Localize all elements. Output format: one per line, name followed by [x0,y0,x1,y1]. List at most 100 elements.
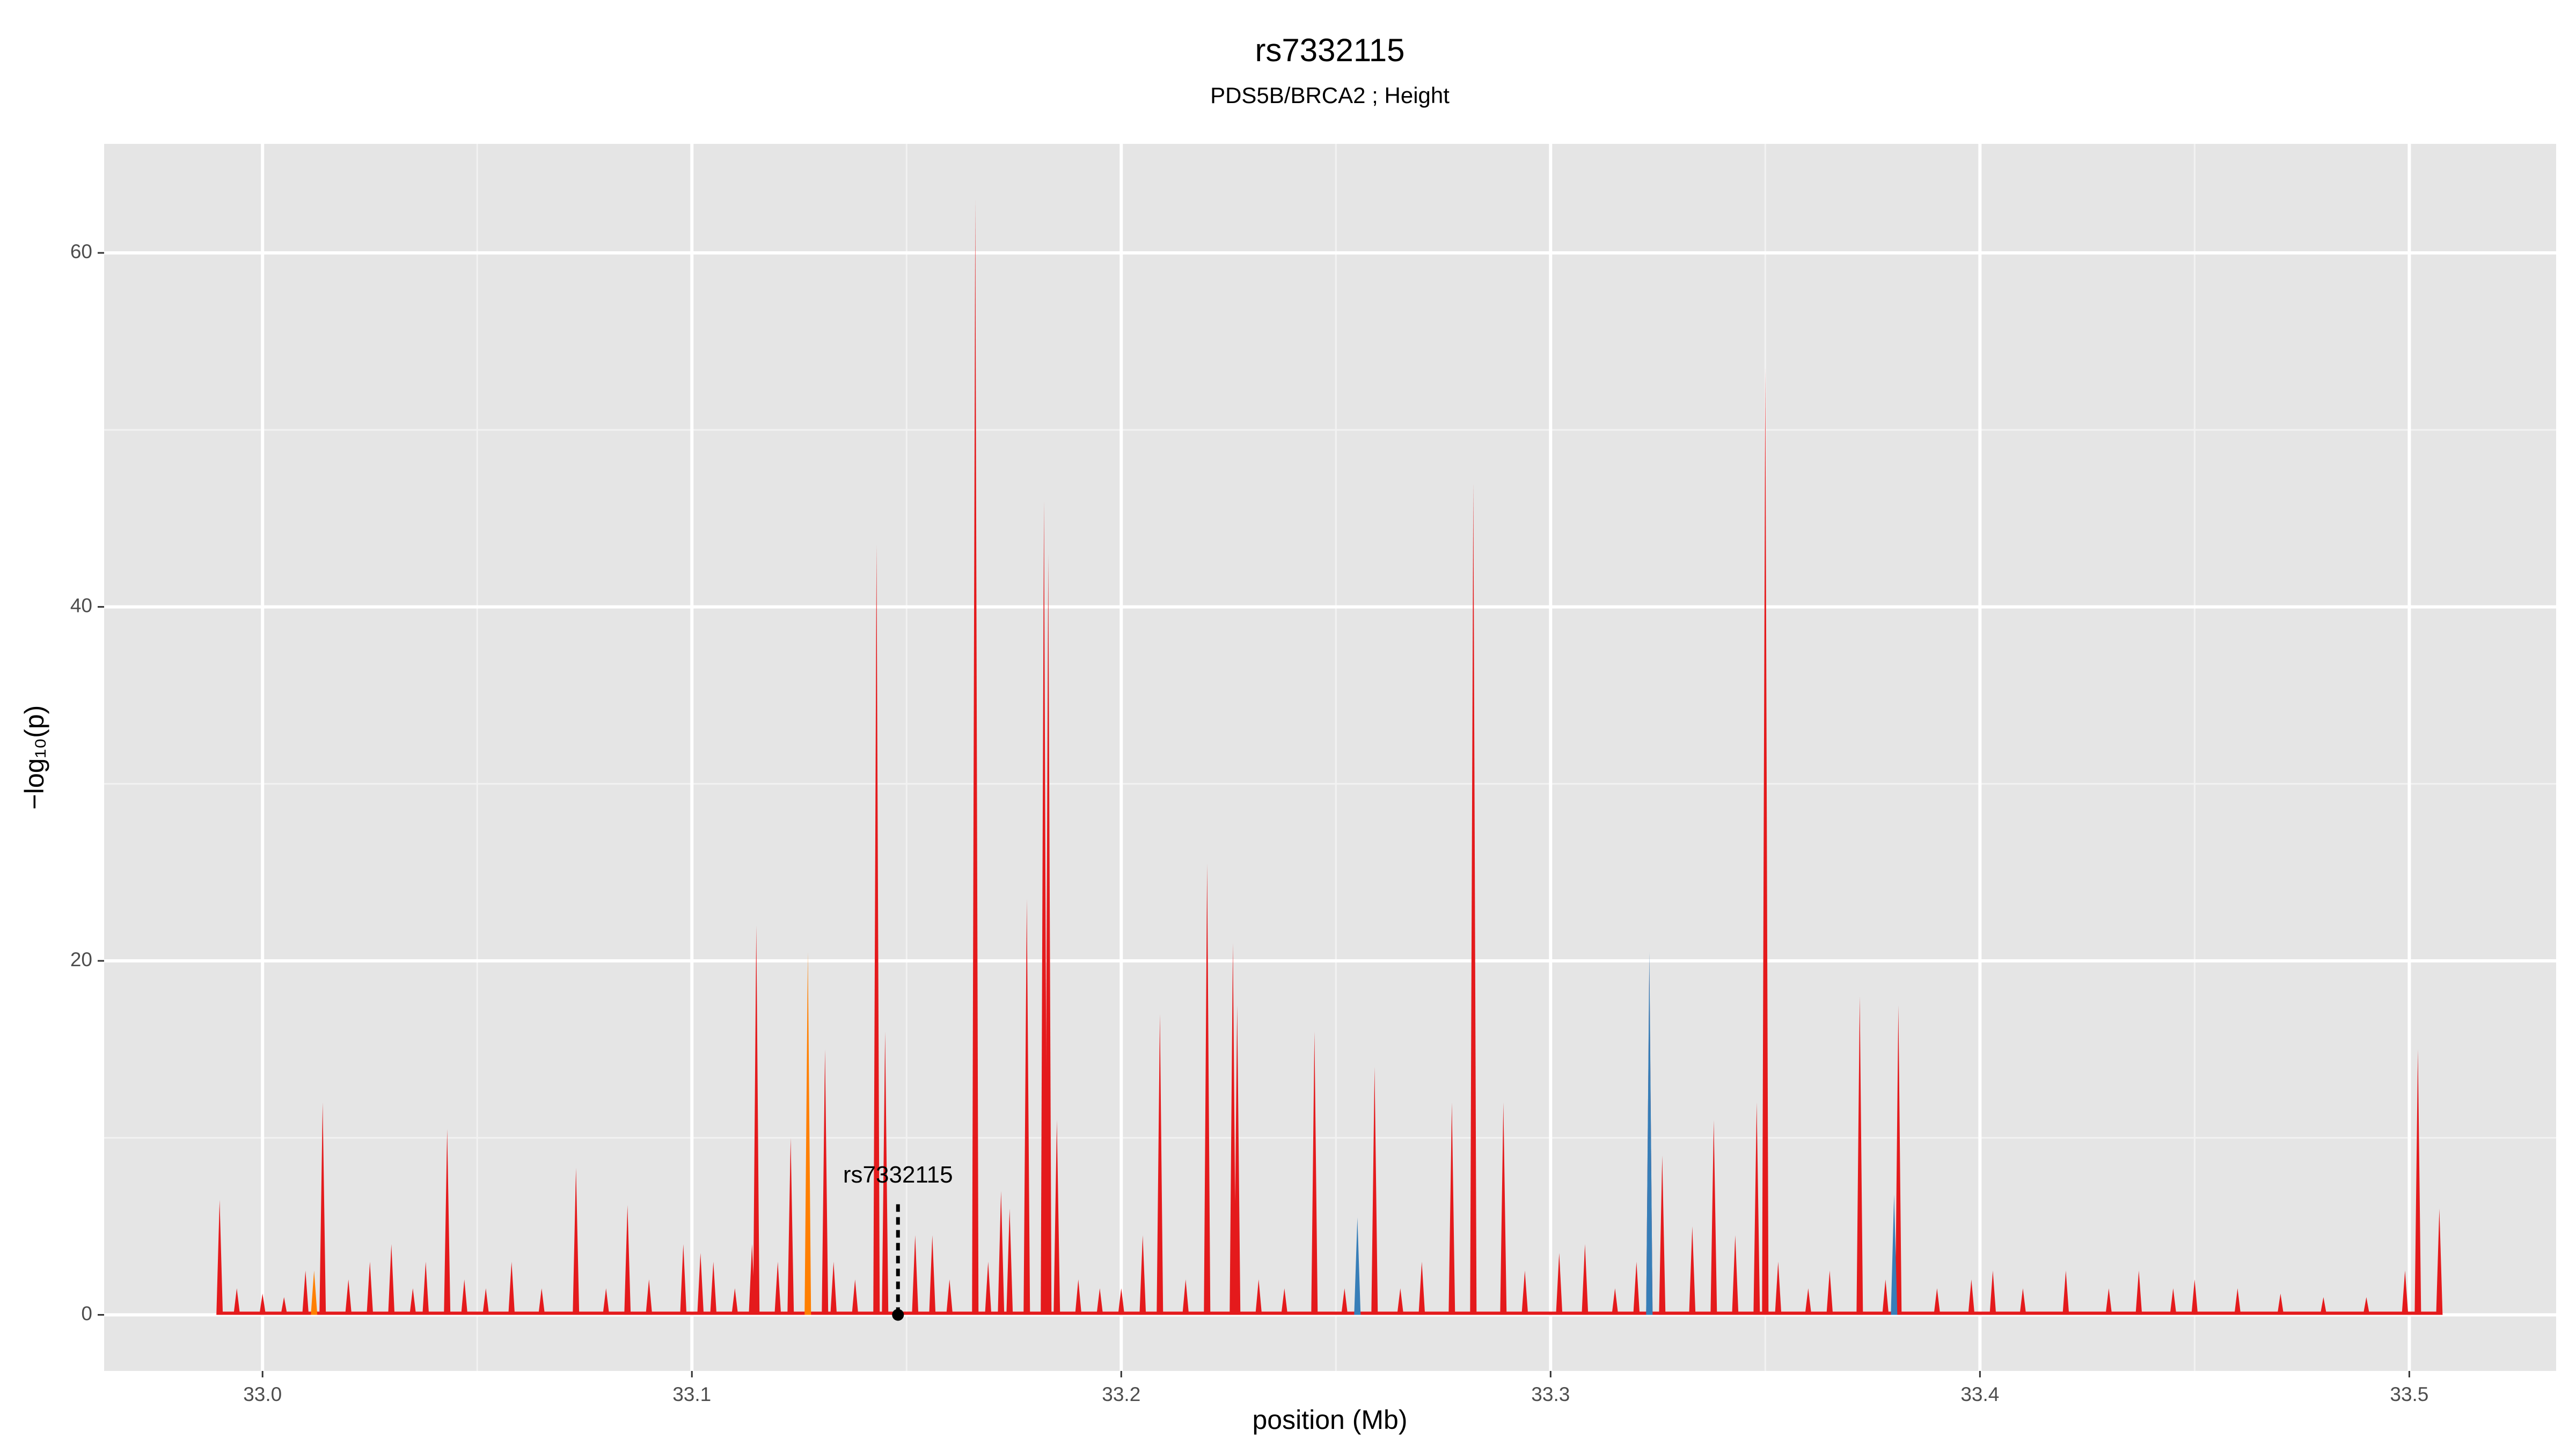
spike [680,1244,687,1315]
spike [1118,1288,1125,1315]
spike [1882,1279,1889,1315]
spike [624,1205,631,1315]
spike [1397,1288,1404,1315]
spike [216,1200,223,1315]
spike [852,1279,859,1315]
spike [697,1253,704,1315]
spike [1354,1217,1361,1315]
spike [1023,899,1030,1315]
baseline-band [219,1311,2440,1315]
x-tick-label: 33.4 [1960,1383,1999,1405]
spike [774,1261,781,1315]
x-tick-label: 33.2 [1102,1383,1140,1405]
spike [1045,553,1052,1315]
spike [1182,1279,1189,1315]
y-tick-label: 60 [70,240,92,262]
spike [1689,1226,1696,1315]
spike [830,1261,837,1315]
y-tick-label: 20 [70,948,92,971]
spike [233,1288,240,1315]
spike [1805,1288,1812,1315]
spike [1204,863,1211,1315]
spike [1775,1261,1782,1315]
spike [985,1261,992,1315]
spike [1041,500,1048,1315]
spike [2363,1297,2370,1315]
spike [731,1288,738,1315]
spike [1556,1253,1563,1315]
spike [787,1137,794,1315]
spike [753,925,760,1315]
spike [1891,1194,1898,1315]
spike [319,1102,326,1315]
spike [1753,1102,1760,1315]
x-tick-label: 33.0 [243,1383,282,1405]
x-axis-title: position (Mb) [1253,1405,1408,1435]
y-tick-label: 40 [70,594,92,616]
chart-subtitle: PDS5B/BRCA2 ; Height [1210,83,1450,108]
spike [646,1279,653,1315]
spike [281,1297,288,1315]
spike [1075,1279,1082,1315]
spike [929,1235,936,1315]
spike [1826,1271,1833,1315]
spike [2170,1288,2177,1315]
spike [409,1288,416,1315]
spike [873,545,880,1315]
spike [538,1288,545,1315]
spike [1582,1244,1589,1315]
spike [2135,1271,2142,1315]
spike [1521,1271,1528,1315]
spike [2062,1271,2069,1315]
spike [2191,1279,2198,1315]
spike [946,1279,953,1315]
spike [1968,1279,1975,1315]
x-tick-label: 33.5 [2390,1383,2428,1405]
y-axis-title: −log₁₀(p) [19,705,49,810]
spike [2414,1049,2421,1315]
spike [1856,996,1863,1315]
spike [1659,1155,1666,1315]
spike [2019,1288,2026,1315]
spike [388,1244,395,1315]
spike [422,1261,429,1315]
spike [1470,483,1477,1315]
spike [2234,1288,2241,1315]
spike [1006,1208,1013,1315]
spike [1646,952,1653,1315]
spike [1612,1288,1619,1315]
spike [1053,1120,1060,1315]
spike [302,1271,309,1315]
spike [1157,1013,1163,1315]
spike [508,1261,515,1315]
spike [1311,1031,1318,1315]
chart-title: rs7332115 [1255,32,1404,68]
spike [1139,1235,1146,1315]
spike [1234,1005,1241,1315]
spike [972,200,979,1315]
spike [2320,1297,2327,1315]
spike [1281,1288,1288,1315]
spike [912,1235,919,1315]
annotation-label: rs7332115 [843,1162,953,1188]
spike [1989,1271,1996,1315]
spike [998,1191,1005,1315]
spike [367,1261,374,1315]
y-tick-label: 0 [81,1302,92,1324]
spike [2436,1208,2443,1315]
spike [461,1279,468,1315]
spike [1500,1102,1507,1315]
spike [259,1293,266,1315]
spike [1255,1279,1262,1315]
spike [573,1168,580,1315]
spike [1341,1288,1348,1315]
spike [1895,1005,1902,1315]
spike [311,1271,318,1315]
spike [2105,1288,2112,1315]
spike [882,1031,889,1315]
spike [1096,1288,1103,1315]
spike [482,1288,489,1315]
spike [1762,368,1769,1315]
